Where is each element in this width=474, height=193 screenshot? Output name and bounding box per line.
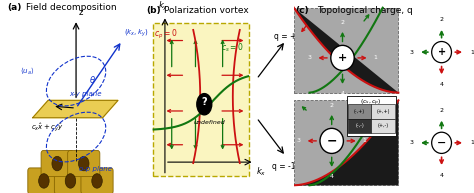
Text: 4: 4 [439,173,444,178]
Text: 1: 1 [374,55,377,60]
Text: z: z [78,8,82,17]
Text: 2: 2 [439,108,444,113]
FancyBboxPatch shape [68,151,100,177]
Text: $c_x\hat{x}+c_y\hat{y}$: $c_x\hat{x}+c_y\hat{y}$ [31,121,64,134]
Text: 4: 4 [330,174,334,179]
Text: $(k_x,k_y)$: $(k_x,k_y)$ [124,27,148,39]
Text: 2: 2 [439,17,444,22]
Text: $\langle u_a\rangle$: $\langle u_a\rangle$ [20,66,35,77]
Text: q = -1: q = -1 [272,162,296,171]
Polygon shape [294,100,398,185]
Text: $c_s = 0$: $c_s = 0$ [220,42,244,54]
Circle shape [432,41,451,63]
Text: (c): (c) [296,6,310,15]
FancyBboxPatch shape [41,151,73,177]
Circle shape [79,156,89,171]
Text: 3: 3 [297,138,301,143]
Text: 2: 2 [340,20,345,25]
FancyBboxPatch shape [81,168,113,193]
Text: 4: 4 [439,82,444,87]
Text: q = +1: q = +1 [273,31,301,41]
Text: ?: ? [201,97,207,107]
FancyBboxPatch shape [348,104,371,119]
Text: (a): (a) [7,3,21,12]
Text: (+,-): (+,-) [377,124,389,128]
Text: 3: 3 [409,140,413,145]
Text: $k_y$: $k_y$ [158,0,169,13]
Text: (-,-): (-,-) [355,124,364,128]
Text: −: − [327,134,337,147]
Text: 2: 2 [330,103,334,108]
Circle shape [92,174,102,188]
Text: Field decomposition: Field decomposition [26,3,116,12]
Text: (-,+): (-,+) [354,109,365,114]
Text: $c_p = 0$: $c_p = 0$ [154,28,178,41]
Text: +: + [438,47,446,57]
Text: 3: 3 [308,55,312,60]
Text: $(c_s,c_p)$: $(c_s,c_p)$ [360,97,382,108]
Circle shape [65,174,76,188]
Text: −: − [437,138,446,148]
FancyBboxPatch shape [371,104,395,119]
FancyBboxPatch shape [28,168,60,193]
Circle shape [39,174,49,188]
Text: 4: 4 [340,91,345,96]
Text: Topological charge, q: Topological charge, q [317,6,413,15]
Circle shape [197,94,212,115]
Text: 1: 1 [363,138,366,143]
Circle shape [320,128,343,153]
FancyBboxPatch shape [371,119,395,133]
Text: 1: 1 [470,50,474,55]
FancyBboxPatch shape [55,168,87,193]
Text: $k_x$: $k_x$ [256,166,266,179]
FancyBboxPatch shape [153,23,249,176]
Text: +: + [338,53,347,63]
Text: 3: 3 [409,50,413,55]
Circle shape [432,132,451,153]
Text: Polarization vortex: Polarization vortex [164,6,248,15]
Text: (+,+): (+,+) [376,109,390,114]
Text: (b): (b) [146,6,161,15]
Text: undefined: undefined [194,120,226,125]
Text: o-p plane: o-p plane [79,166,112,172]
Polygon shape [33,100,118,118]
Circle shape [52,156,63,171]
FancyBboxPatch shape [347,96,396,136]
FancyBboxPatch shape [348,119,371,133]
Text: x-y plane: x-y plane [69,91,101,97]
Circle shape [331,45,354,70]
Text: $\theta$: $\theta$ [89,74,96,85]
Text: 1: 1 [470,140,474,145]
FancyBboxPatch shape [294,8,398,93]
Polygon shape [294,8,398,93]
FancyBboxPatch shape [294,100,398,185]
